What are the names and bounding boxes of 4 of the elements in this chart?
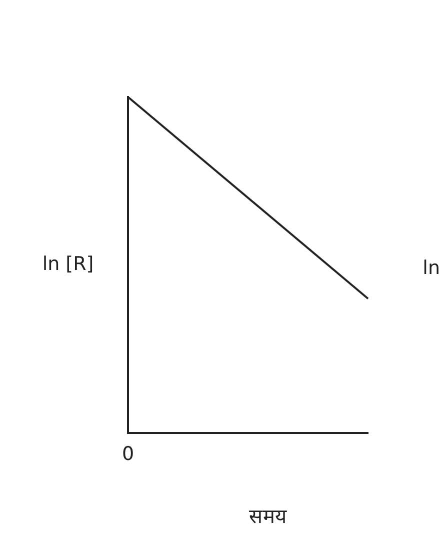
x-axis-title: समय: [249, 504, 287, 528]
annotation: ln: [422, 256, 440, 279]
y-axis-title: ln [R]: [42, 252, 94, 275]
text: 0: [122, 442, 134, 465]
